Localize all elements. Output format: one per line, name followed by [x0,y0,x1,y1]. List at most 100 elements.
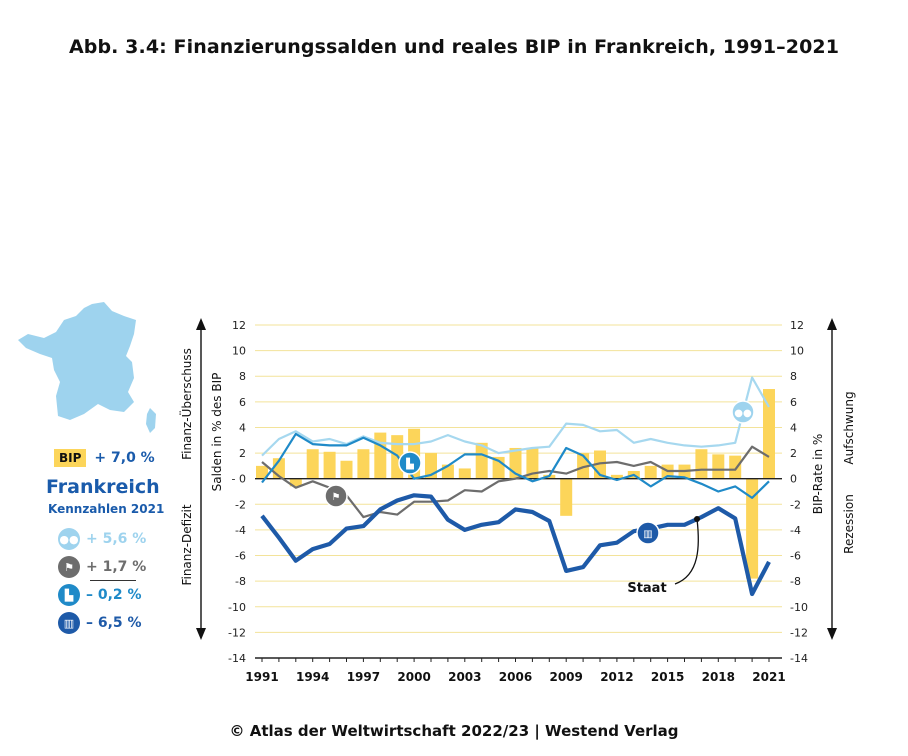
gdp-bar [458,468,471,479]
france-map-icon [18,302,136,420]
gdp-bar [289,478,302,487]
financial-marker-icon-glyph: ⚑ [332,492,341,503]
government-marker-icon [636,521,660,545]
series-line-haushalte [261,376,770,457]
right-arrow-head-down [827,628,837,640]
credit-line: © Atlas der Weltwirtschaft 2022/23 | Wes… [229,722,679,740]
x-tick-label: 1997 [347,670,380,684]
y-tick-left: -8 [235,575,246,588]
gdp-bar [323,451,336,479]
x-tick-label: 2003 [448,670,481,684]
y-tick-left: 12 [232,319,246,332]
kpi-companies: ▙ – 0,2 % [58,584,142,606]
y-tick-left: -2 [235,498,246,511]
companies-icon: ▙ [58,584,80,606]
y-tick-left: 2 [239,447,246,460]
kpi-companies-value: – 0,2 % [86,587,142,603]
y-tick-left: -14 [228,652,246,665]
left-arrow-head-up [196,318,206,330]
y-tick-right: 0 [790,473,797,486]
y-tick-right: 6 [790,396,797,409]
left-arrow-head-down [196,628,206,640]
y-tick-right: -12 [790,626,808,639]
y-tick-right: -6 [790,550,801,563]
companies-marker-icon-glyph: ▙ [405,457,414,470]
y-tick-right: 8 [790,370,797,383]
label-finanz-ueberschuss: Finanz-Überschuss [178,348,194,460]
bip-badge: BIP [54,449,87,467]
corsica-icon [146,408,156,433]
country-subtitle: Kennzahlen 2021 [48,502,165,516]
gdp-bar [306,449,319,479]
y-tick-left: -10 [228,601,246,614]
government-icon: ▥ [58,612,80,634]
households-icon: ●● [58,528,80,550]
gdp-bar [526,447,539,479]
gdp-bar [746,478,759,579]
country-name: Frankreich [46,476,160,498]
x-tick-label: 2012 [600,670,633,684]
series-line-unternehmen [261,432,770,499]
plot-area: 12 12 10 10 8 8 6 6 4 4 2 2 - 0 0 -2 -2 -4 -4 -6 -6 -8 -8 -10 -… [178,318,856,684]
gdp-bar [256,465,268,479]
gdp-bar [374,432,387,479]
y-tick-right: -14 [790,652,808,665]
gdp-bar [340,460,353,479]
y-tick-left: 6 [239,396,246,409]
gdp-bar [560,478,573,516]
financial-sector-icon: ⚑ [58,556,80,578]
y-tick-right: 10 [790,345,804,358]
right-arrow-head-up [827,318,837,330]
label-rezession: Rezession [842,494,856,554]
y-tick-left: -4 [235,524,246,537]
label-finanz-defizit: Finanz-Defizit [180,504,194,585]
y-tick-left: -6 [235,550,246,563]
gdp-bar [712,454,725,479]
y-tick-left: -12 [228,626,246,639]
households-marker-icon-glyph: ●● [734,408,752,419]
y-tick-left: 10 [232,345,246,358]
y-label-left: Salden in % des BIP [210,373,224,492]
label-aufschwung: Aufschwung [842,391,856,464]
x-tick-label: 2021 [752,670,785,684]
gdp-bar [729,455,742,479]
bip-value: + 7,0 % [94,450,155,466]
kpi-financial: ⚑ + 1,7 % [58,556,146,578]
y-tick-right: -2 [790,498,801,511]
kpi-government: ▥ – 6,5 % [58,612,142,634]
y-tick-right: -10 [790,601,808,614]
y-tick-left: 4 [239,421,246,434]
annotation-dot [694,516,700,522]
y-tick-left: 8 [239,370,246,383]
annotation-staat: Staat [627,581,666,596]
government-marker-icon-glyph: ▥ [643,529,652,540]
gdp-bar [763,389,775,479]
y-tick-right: 4 [790,421,797,434]
kpi-divider [90,580,136,581]
financial-marker-icon [324,484,348,508]
gdp-bar [695,449,708,479]
x-tick-label: 2000 [397,670,430,684]
x-tick-label: 1994 [296,670,329,684]
gdp-bar [357,449,370,479]
x-tick-label: 1991 [245,670,278,684]
chart-title: Abb. 3.4: Finanzierungssalden und reales… [68,36,840,58]
kpi-households: ●● + 5,6 % [58,528,146,550]
x-tick-label: 2015 [651,670,684,684]
x-tick-label: 2018 [702,670,735,684]
gdp-bar [610,474,623,479]
y-tick-left: - 0 [232,473,246,486]
x-tick-label: 2009 [549,670,582,684]
annotation-leader [674,518,699,585]
bip-kpi: BIP + 7,0 % [54,449,155,467]
x-tick-label: 2006 [499,670,532,684]
y-tick-right: 2 [790,447,797,460]
y-tick-right: 12 [790,319,804,332]
y-label-right: BIP-Rate in % [811,434,825,515]
kpi-government-value: – 6,5 % [86,615,142,631]
gdp-bar [644,465,657,479]
kpi-financial-value: + 1,7 % [86,559,147,575]
companies-marker-icon [398,451,422,475]
y-tick-right: -8 [790,575,801,588]
